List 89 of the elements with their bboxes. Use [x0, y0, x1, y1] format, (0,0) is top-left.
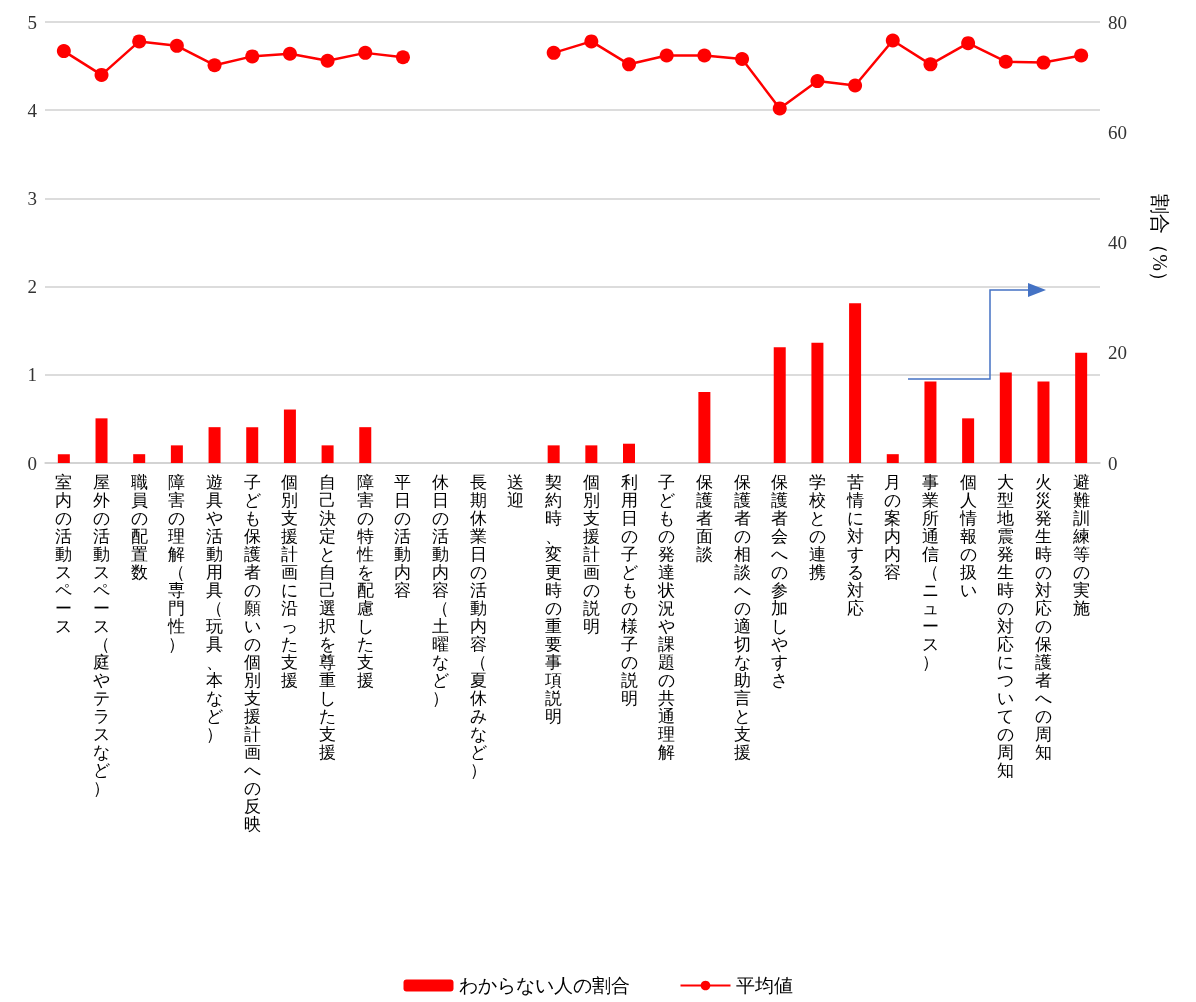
y-tick-label: 3	[27, 187, 37, 209]
point	[735, 52, 750, 67]
bar	[924, 381, 937, 463]
point	[885, 33, 900, 48]
point	[810, 74, 825, 89]
point	[282, 46, 297, 61]
bar	[359, 427, 372, 463]
point	[697, 48, 712, 63]
bar	[321, 445, 334, 463]
category-label: 保護者会への参加しやすさ	[771, 472, 789, 690]
legend-label: わからない人の割合	[458, 975, 630, 996]
x-tick-label: 個人情報の扱い	[958, 472, 977, 600]
category-label: 利用日の子どもの様子の説明	[620, 472, 638, 708]
y-tick-label: 1	[27, 364, 37, 386]
bar	[849, 303, 862, 463]
point	[998, 54, 1013, 69]
bar	[886, 454, 899, 463]
bar	[698, 391, 711, 463]
bar	[1075, 352, 1088, 463]
y2-tick-label: 20	[1108, 342, 1127, 364]
bar	[133, 454, 146, 463]
category-label: 室内の活動スペース	[55, 472, 73, 636]
category-label: 休日の活動内容（土曜など）	[432, 472, 450, 708]
category-label: 個別支援計画の説明	[582, 472, 600, 636]
category-label: 長期休業日の活動内容（夏休みなど）	[469, 472, 487, 780]
category-label: 障害の理解（専門性）	[168, 472, 186, 654]
category-label: 遊具や活動用具（玩具、本など）	[206, 472, 224, 744]
x-tick-label: 苦情に対する対応	[845, 472, 864, 618]
bar	[170, 445, 183, 463]
y-tick-label: 5	[27, 11, 37, 33]
bar	[585, 445, 598, 463]
y-tick-label: 2	[27, 276, 37, 298]
point	[546, 45, 561, 60]
point	[56, 44, 71, 59]
y2-tick-label: 0	[1108, 452, 1118, 474]
point	[1074, 48, 1089, 63]
y2-tick-label: 40	[1108, 232, 1127, 253]
category-label: 火災発生時の対応の保護者への周知	[1034, 472, 1052, 762]
category-label: 障害の特性を配慮した支援	[356, 472, 374, 690]
legend-label: 平均値	[735, 975, 793, 996]
point	[94, 67, 109, 82]
x-tick-label: 月の案内内容	[884, 472, 902, 582]
bar	[811, 342, 824, 463]
category-label: 契約時、変更時の重要事項説明	[545, 472, 563, 726]
y2-axis-title: 割合（%）	[1149, 194, 1171, 291]
point	[169, 38, 184, 53]
bar	[95, 418, 108, 463]
bar	[1037, 381, 1050, 463]
category-label: 子ども保護者の願いの個別支援計画への反映	[243, 472, 261, 834]
x-tick-label: 平日の活動内容	[394, 472, 412, 600]
point	[395, 50, 410, 65]
point	[622, 57, 637, 72]
point	[320, 53, 335, 68]
bar	[773, 347, 786, 463]
bar	[962, 418, 975, 463]
point	[923, 57, 938, 72]
point	[848, 78, 863, 93]
category-label: 事業所通信（ニュース）	[921, 472, 939, 672]
category-label: 個別支援計画に沿った支援	[281, 472, 299, 690]
bar	[246, 427, 259, 463]
bar	[547, 445, 560, 463]
x-tick-label: 職員の配置数	[130, 472, 148, 582]
point	[772, 101, 787, 116]
point	[245, 49, 260, 64]
x-tick-label: 保護者面談	[695, 472, 713, 564]
y2-tick-label: 60	[1108, 121, 1127, 143]
y2-tick-label: 80	[1108, 11, 1127, 33]
point	[358, 45, 373, 60]
category-label: 屋外の活動スペース（庭やテラスなど）	[93, 472, 111, 798]
point	[207, 58, 222, 73]
category-label: 自己決定と自己選択を尊重した支援	[319, 472, 337, 762]
category-label: 大型地震発生時の対応についての周知	[997, 472, 1015, 780]
bar	[623, 443, 636, 463]
y-tick-label: 4	[27, 99, 38, 121]
bar	[57, 454, 70, 463]
category-label: 保護者の相談への適切な助言と支援	[733, 472, 751, 762]
point	[961, 36, 976, 51]
point	[659, 48, 674, 63]
point	[132, 34, 147, 49]
x-tick-label: 避難訓練等の実施	[1071, 472, 1090, 618]
y-tick-label: 0	[27, 452, 37, 474]
bar	[999, 372, 1012, 463]
bar	[283, 409, 296, 463]
point	[1036, 55, 1051, 70]
point	[584, 34, 599, 49]
bar	[208, 427, 221, 463]
x-tick-label: 学校との連携	[807, 472, 826, 582]
x-tick-label: 送迎	[507, 472, 525, 510]
category-label: 子どもの発達状況や課題の共通理解	[658, 472, 676, 762]
